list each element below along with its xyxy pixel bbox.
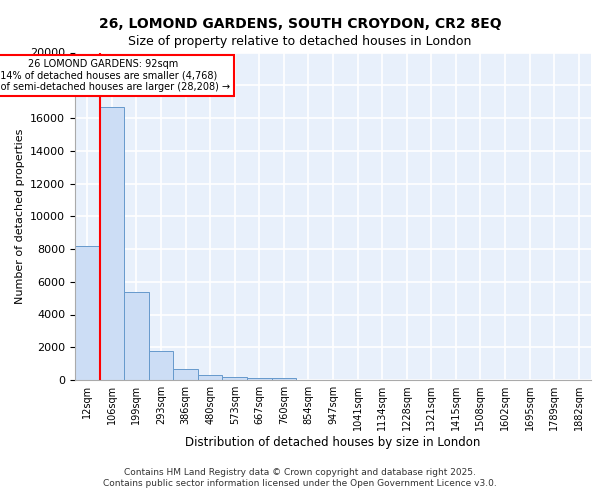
Bar [75,246,100,380]
Bar [173,368,198,380]
Bar [149,350,173,380]
Text: Size of property relative to detached houses in London: Size of property relative to detached ho… [128,35,472,48]
Text: 26, LOMOND GARDENS, SOUTH CROYDON, CR2 8EQ: 26, LOMOND GARDENS, SOUTH CROYDON, CR2 8… [98,18,502,32]
X-axis label: Distribution of detached houses by size in London: Distribution of detached houses by size … [185,436,481,449]
Y-axis label: Number of detached properties: Number of detached properties [14,128,25,304]
Bar [247,378,272,380]
Bar [198,375,223,380]
Bar [272,378,296,380]
Text: Contains HM Land Registry data © Crown copyright and database right 2025.
Contai: Contains HM Land Registry data © Crown c… [103,468,497,487]
Bar [223,376,247,380]
Bar [100,106,124,380]
Text: 26 LOMOND GARDENS: 92sqm
← 14% of detached houses are smaller (4,768)
85% of sem: 26 LOMOND GARDENS: 92sqm ← 14% of detach… [0,59,230,92]
Bar [124,292,149,380]
